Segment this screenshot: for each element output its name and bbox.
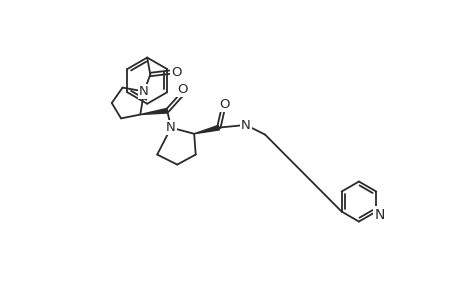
Text: N: N (166, 121, 175, 134)
Text: N: N (241, 119, 250, 132)
Polygon shape (140, 108, 167, 115)
Polygon shape (194, 125, 219, 134)
Text: O: O (177, 82, 187, 96)
Text: N: N (139, 85, 149, 98)
Text: O: O (218, 98, 229, 111)
Text: N: N (373, 208, 384, 222)
Text: O: O (171, 66, 181, 79)
